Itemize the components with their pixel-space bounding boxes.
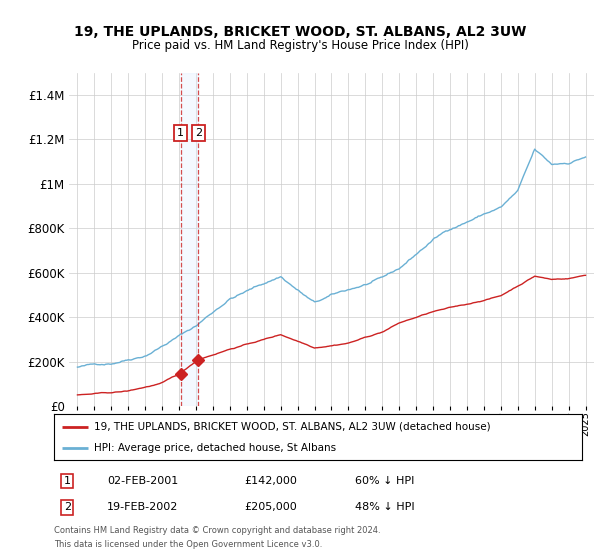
- Text: 2: 2: [194, 128, 202, 138]
- Text: 60% ↓ HPI: 60% ↓ HPI: [355, 476, 415, 486]
- Text: This data is licensed under the Open Government Licence v3.0.: This data is licensed under the Open Gov…: [54, 540, 322, 549]
- Bar: [181, 73, 198, 406]
- Text: £142,000: £142,000: [244, 476, 297, 486]
- Text: 1: 1: [177, 128, 184, 138]
- Text: Contains HM Land Registry data © Crown copyright and database right 2024.: Contains HM Land Registry data © Crown c…: [54, 526, 380, 535]
- Text: 19, THE UPLANDS, BRICKET WOOD, ST. ALBANS, AL2 3UW (detached house): 19, THE UPLANDS, BRICKET WOOD, ST. ALBAN…: [94, 422, 490, 432]
- Text: £205,000: £205,000: [244, 502, 297, 512]
- Text: 02-FEB-2001: 02-FEB-2001: [107, 476, 178, 486]
- Text: 2: 2: [64, 502, 71, 512]
- Text: Price paid vs. HM Land Registry's House Price Index (HPI): Price paid vs. HM Land Registry's House …: [131, 39, 469, 52]
- Text: 19, THE UPLANDS, BRICKET WOOD, ST. ALBANS, AL2 3UW: 19, THE UPLANDS, BRICKET WOOD, ST. ALBAN…: [74, 25, 526, 39]
- Text: 1: 1: [64, 476, 71, 486]
- Text: 19-FEB-2002: 19-FEB-2002: [107, 502, 178, 512]
- Text: HPI: Average price, detached house, St Albans: HPI: Average price, detached house, St A…: [94, 443, 336, 453]
- Text: 48% ↓ HPI: 48% ↓ HPI: [355, 502, 415, 512]
